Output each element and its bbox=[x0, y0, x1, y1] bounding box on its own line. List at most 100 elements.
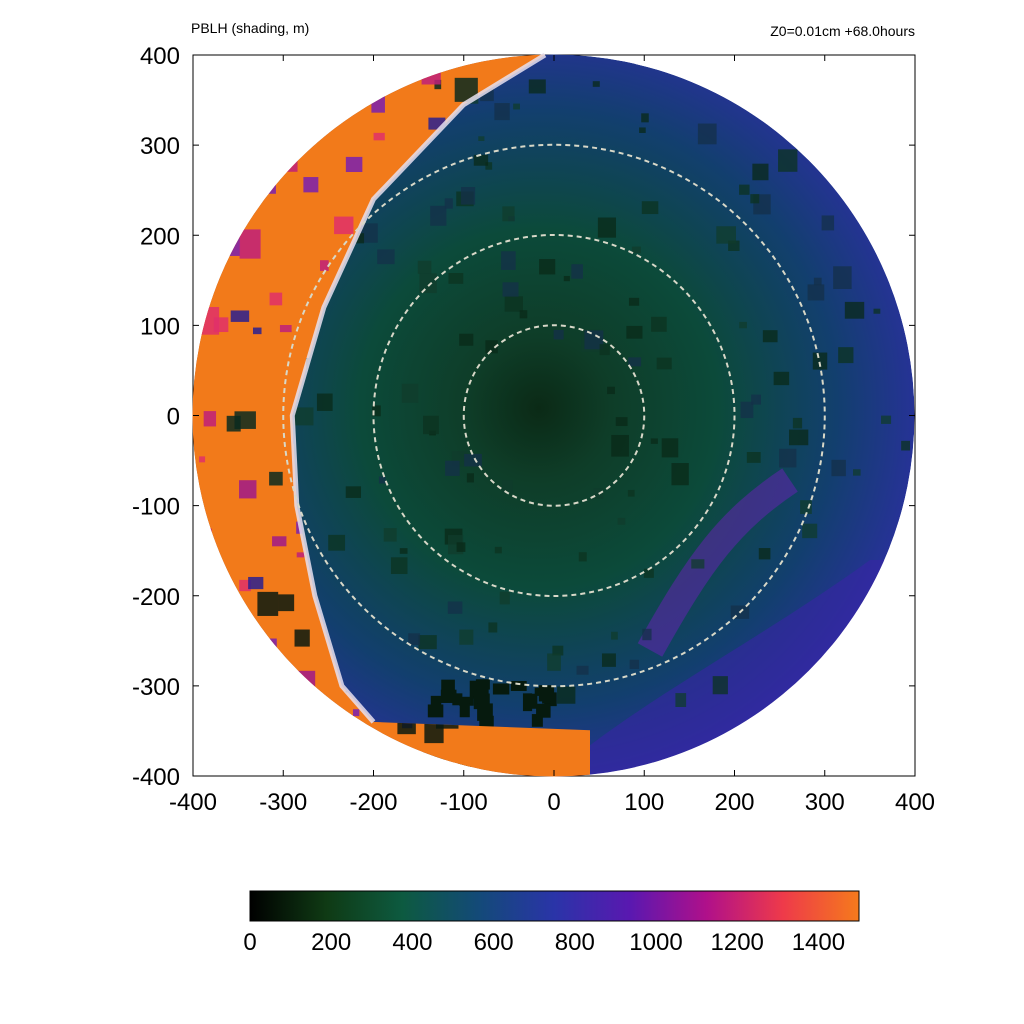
field-cell bbox=[494, 546, 502, 554]
field-cell bbox=[355, 233, 365, 244]
west-cell bbox=[248, 576, 264, 590]
y-tick-label: 300 bbox=[140, 133, 180, 160]
field-cell bbox=[592, 81, 600, 87]
field-cell bbox=[807, 284, 825, 301]
field-cell bbox=[504, 296, 523, 312]
field-cell bbox=[408, 633, 421, 645]
field-cell bbox=[739, 184, 750, 195]
chart-title: PBLH (shading, m) bbox=[191, 20, 309, 36]
field-cell bbox=[697, 123, 717, 145]
dark-cell bbox=[430, 695, 442, 708]
field-cell bbox=[578, 552, 587, 562]
field-cell bbox=[831, 459, 846, 477]
west-cell bbox=[199, 456, 206, 463]
field-cell bbox=[607, 386, 615, 395]
field-cell bbox=[494, 103, 510, 121]
field-cell bbox=[383, 528, 397, 542]
field-cell bbox=[628, 357, 642, 367]
field-cell bbox=[390, 557, 408, 575]
field-cell bbox=[445, 460, 460, 476]
field-cell bbox=[377, 249, 395, 265]
field-cell bbox=[813, 277, 822, 286]
field-cell bbox=[631, 246, 641, 254]
field-cell bbox=[779, 448, 797, 468]
field-cell bbox=[758, 548, 771, 560]
field-cell bbox=[563, 275, 570, 282]
field-cell bbox=[792, 417, 803, 429]
field-cell bbox=[372, 405, 381, 417]
field-cell bbox=[485, 340, 498, 354]
west-cell bbox=[268, 128, 277, 139]
field-cell bbox=[448, 273, 464, 284]
field-cell bbox=[691, 559, 705, 569]
range-rings bbox=[282, 143, 826, 688]
colorbar-tick-label: 600 bbox=[474, 929, 514, 956]
field-cell bbox=[584, 330, 604, 350]
dark-cell bbox=[542, 694, 551, 704]
west-cell bbox=[230, 310, 250, 322]
x-tick-label: -100 bbox=[440, 789, 488, 816]
field-cell bbox=[528, 79, 546, 94]
field-cell bbox=[502, 480, 513, 494]
x-tick-label: 400 bbox=[895, 789, 935, 816]
field-cell bbox=[641, 201, 659, 215]
y-tick-label: 100 bbox=[140, 313, 180, 340]
field-cell bbox=[641, 113, 649, 123]
field-cell bbox=[661, 438, 679, 458]
field-cell bbox=[611, 434, 629, 457]
field-cell bbox=[762, 330, 778, 343]
west-cell bbox=[454, 77, 478, 102]
field-cell bbox=[513, 103, 520, 110]
field-cell bbox=[627, 489, 635, 497]
x-tick-label: 200 bbox=[714, 789, 754, 816]
west-cell bbox=[424, 722, 444, 744]
west-cell bbox=[279, 325, 292, 333]
west-cell bbox=[223, 86, 244, 111]
field-cell bbox=[650, 438, 658, 444]
colorbar-tick-label: 1400 bbox=[792, 929, 845, 956]
field-cell bbox=[728, 240, 740, 251]
field-cell bbox=[778, 149, 798, 172]
field-cell bbox=[626, 325, 643, 339]
range-ring-300 bbox=[282, 143, 826, 688]
field-cell bbox=[576, 665, 589, 675]
field-cell bbox=[459, 333, 474, 346]
west-cell bbox=[204, 528, 212, 534]
west-cell bbox=[296, 552, 305, 558]
field-cell bbox=[800, 500, 812, 514]
west-cell bbox=[222, 90, 240, 104]
field-cell bbox=[812, 352, 828, 370]
field-cell bbox=[671, 463, 689, 486]
colorbar-tick-label: 0 bbox=[243, 929, 256, 956]
field-cell bbox=[553, 330, 564, 340]
west-cell bbox=[205, 229, 221, 250]
west-cell bbox=[223, 620, 237, 635]
west-cell bbox=[222, 232, 241, 256]
west-cell bbox=[373, 132, 385, 141]
y-tick-label: -300 bbox=[132, 674, 180, 701]
dark-cell bbox=[525, 693, 538, 709]
field-cell bbox=[601, 653, 616, 667]
field-cell bbox=[456, 542, 466, 552]
west-cell bbox=[352, 709, 360, 717]
field-cell bbox=[345, 486, 362, 498]
west-cell bbox=[225, 636, 235, 646]
field-cell bbox=[294, 407, 314, 426]
west-cell bbox=[205, 161, 228, 186]
field-cell bbox=[611, 631, 618, 640]
field-cell bbox=[419, 273, 437, 294]
west-cell bbox=[270, 98, 292, 118]
field-cell bbox=[502, 282, 519, 297]
west-cell bbox=[203, 718, 212, 728]
front-curve bbox=[289, 52, 547, 724]
west-cell bbox=[428, 117, 446, 130]
field-cell bbox=[399, 548, 408, 554]
field-cell bbox=[417, 260, 432, 274]
y-tick-label: 400 bbox=[140, 43, 180, 70]
field-cell bbox=[675, 693, 687, 707]
field-cell bbox=[473, 154, 489, 166]
y-tick-label: 200 bbox=[140, 223, 180, 250]
field-cell bbox=[802, 523, 818, 539]
west-cell bbox=[254, 140, 269, 153]
x-tick-label: -300 bbox=[259, 789, 307, 816]
